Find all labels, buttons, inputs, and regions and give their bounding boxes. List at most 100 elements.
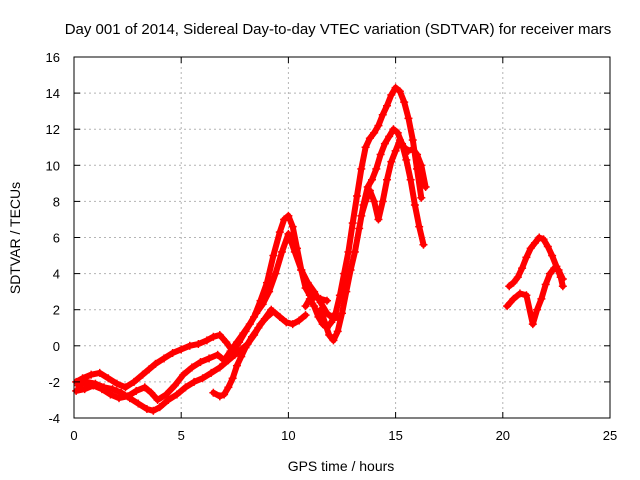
data-point bbox=[155, 403, 164, 412]
data-point bbox=[389, 125, 398, 134]
data-point bbox=[222, 338, 231, 347]
data-point bbox=[305, 294, 314, 303]
data-point bbox=[535, 233, 544, 242]
x-tick-label: 0 bbox=[70, 428, 77, 443]
data-point bbox=[303, 278, 312, 287]
data-point bbox=[333, 327, 342, 336]
data-point bbox=[106, 390, 115, 399]
data-point bbox=[509, 278, 518, 287]
data-point bbox=[172, 390, 181, 399]
data-point bbox=[202, 336, 211, 345]
data-point bbox=[387, 90, 396, 99]
data-point bbox=[142, 404, 151, 413]
data-point bbox=[194, 339, 203, 348]
data-point bbox=[87, 370, 96, 379]
data-point bbox=[104, 374, 113, 383]
x-tick-label: 5 bbox=[178, 428, 185, 443]
data-point bbox=[239, 329, 248, 338]
data-point bbox=[130, 377, 139, 386]
data-point bbox=[342, 287, 351, 296]
data-point bbox=[413, 150, 422, 159]
data-point bbox=[132, 386, 141, 395]
data-point bbox=[209, 332, 218, 341]
data-point bbox=[277, 247, 286, 256]
data-point bbox=[100, 383, 109, 392]
data-point bbox=[224, 383, 233, 392]
data-point bbox=[265, 287, 274, 296]
data-point bbox=[224, 356, 233, 365]
data-point bbox=[361, 143, 370, 152]
data-point bbox=[393, 128, 402, 137]
data-point bbox=[187, 363, 196, 372]
data-point bbox=[550, 264, 559, 273]
data-point bbox=[254, 323, 263, 332]
data-point bbox=[410, 201, 419, 210]
data-point bbox=[275, 312, 284, 321]
data-point bbox=[149, 406, 158, 415]
data-point bbox=[121, 383, 130, 392]
x-tick-label: 15 bbox=[388, 428, 402, 443]
data-point bbox=[404, 146, 413, 155]
data-point bbox=[395, 136, 404, 145]
data-point bbox=[247, 332, 256, 341]
data-point bbox=[295, 316, 304, 325]
data-point bbox=[340, 269, 349, 278]
data-point bbox=[288, 222, 297, 231]
data-point bbox=[162, 390, 171, 399]
data-point bbox=[228, 374, 237, 383]
data-point bbox=[245, 320, 254, 329]
data-point bbox=[95, 368, 104, 377]
data-point bbox=[406, 175, 415, 184]
data-point bbox=[145, 365, 154, 374]
data-point bbox=[185, 341, 194, 350]
data-point bbox=[288, 320, 297, 329]
data-point bbox=[190, 377, 199, 386]
data-point bbox=[370, 197, 379, 206]
data-point bbox=[198, 374, 207, 383]
data-point bbox=[74, 381, 83, 390]
data-point bbox=[558, 282, 567, 291]
y-tick-label: 0 bbox=[53, 339, 60, 354]
data-point bbox=[297, 265, 306, 274]
x-tick-label: 25 bbox=[603, 428, 617, 443]
y-tick-label: 6 bbox=[53, 231, 60, 246]
data-point bbox=[421, 182, 430, 191]
data-point bbox=[400, 143, 409, 152]
data-point bbox=[408, 145, 417, 154]
data-point bbox=[539, 235, 548, 244]
data-point bbox=[260, 314, 269, 323]
y-tick-label: 10 bbox=[46, 158, 60, 173]
y-tick-label: 8 bbox=[53, 194, 60, 209]
data-point bbox=[329, 336, 338, 345]
data-point bbox=[316, 305, 325, 314]
data-point bbox=[378, 110, 387, 119]
data-point bbox=[269, 251, 278, 260]
data-point bbox=[230, 350, 239, 359]
data-point bbox=[237, 352, 246, 361]
data-point bbox=[383, 101, 392, 110]
y-tick-label: 12 bbox=[46, 122, 60, 137]
data-point bbox=[325, 330, 334, 339]
data-point bbox=[376, 150, 385, 159]
data-point bbox=[415, 222, 424, 231]
y-tick-label: 2 bbox=[53, 303, 60, 318]
data-point bbox=[301, 311, 310, 320]
data-point bbox=[545, 269, 554, 278]
data-point bbox=[215, 363, 224, 372]
data-point bbox=[322, 296, 331, 305]
data-point bbox=[385, 132, 394, 141]
data-point bbox=[112, 379, 121, 388]
data-point bbox=[505, 282, 514, 291]
data-point bbox=[72, 386, 81, 395]
data-point bbox=[548, 251, 557, 260]
data-point bbox=[284, 211, 293, 220]
data-point bbox=[515, 289, 524, 298]
data-point bbox=[350, 247, 359, 256]
data-point bbox=[196, 358, 205, 367]
data-point bbox=[320, 318, 329, 327]
data-point bbox=[522, 253, 531, 262]
data-point bbox=[140, 383, 149, 392]
data-point bbox=[115, 394, 124, 403]
